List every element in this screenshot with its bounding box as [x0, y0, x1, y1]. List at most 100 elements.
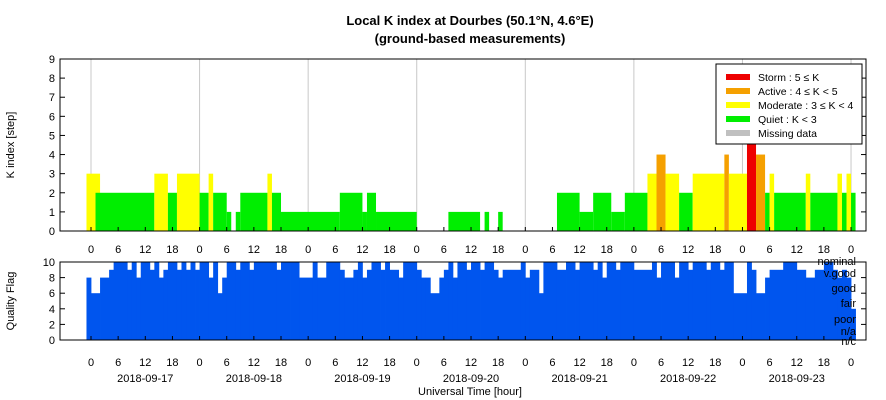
- quality-flag-bar: [398, 277, 404, 340]
- quality-flag-bar: [416, 269, 422, 340]
- k-index-bar: [484, 211, 490, 231]
- k-index-bar: [95, 192, 155, 231]
- quality-flag-label: n/c: [841, 336, 856, 348]
- x-axis-title: Universal Time [hour]: [418, 386, 522, 398]
- quality-flag-bar: [480, 269, 485, 340]
- y-tick-label: 6: [49, 288, 55, 300]
- y-tick-label: 0: [49, 226, 55, 238]
- k-index-bar: [656, 154, 666, 231]
- x-tick-label: 6: [658, 357, 664, 369]
- y-tick-label: 9: [49, 54, 55, 66]
- x-tick-label: 12: [573, 244, 585, 256]
- quality-flag-bar: [113, 262, 128, 340]
- date-label: 2018-09-23: [769, 373, 825, 385]
- quality-flag-bar: [222, 277, 228, 340]
- k-index-bar: [267, 173, 272, 231]
- date-label: 2018-09-19: [334, 373, 390, 385]
- k-index-plot-frame: [59, 58, 867, 232]
- x-tick-label: 6: [441, 357, 447, 369]
- quality-flag-bar: [158, 277, 164, 340]
- k-index-bar: [235, 211, 241, 231]
- quality-flag-plot-frame: [59, 261, 867, 341]
- k-index-bar: [805, 173, 811, 231]
- x-tick-label: 12: [682, 357, 694, 369]
- date-label: 2018-09-22: [660, 373, 716, 385]
- x-tick-label: 0: [88, 244, 94, 256]
- quality-flag-bar: [217, 293, 223, 340]
- x-tick-label: 0: [197, 357, 203, 369]
- y-tick-label: 3: [49, 169, 55, 181]
- quality-flag-bar: [344, 277, 354, 340]
- quality-flag-bar: [814, 269, 825, 340]
- quality-flag-bar: [502, 269, 522, 340]
- quality-flag-bar: [208, 277, 214, 340]
- quality-flag-bar: [281, 262, 291, 340]
- quality-flag-bar: [380, 269, 386, 340]
- k-index-bar: [448, 211, 481, 231]
- quality-flag-bar: [656, 277, 662, 340]
- x-tick-label: 6: [549, 244, 555, 256]
- k-index-bar: [746, 135, 757, 231]
- x-tick-label: 0: [631, 357, 637, 369]
- legend-label: Moderate : 3 ≤ K < 4: [758, 100, 854, 112]
- quality-flag-bar: [235, 269, 241, 340]
- quality-flag-bar: [710, 262, 721, 340]
- quality-flag-bar: [597, 262, 603, 340]
- x-tick-label: 18: [166, 244, 178, 256]
- k-index-bar: [765, 192, 770, 231]
- k-index-bar: [679, 192, 693, 231]
- x-tick-label: 12: [682, 244, 694, 256]
- quality-flag-bar: [167, 262, 178, 340]
- quality-flag-bar: [692, 262, 707, 340]
- x-tick-label: 0: [522, 244, 528, 256]
- x-tick-label: 0: [739, 357, 745, 369]
- quality-flag-bar: [751, 269, 757, 340]
- quality-flag-label: poor: [834, 314, 856, 326]
- quality-flag-bar: [633, 269, 653, 340]
- quality-flag-bar: [846, 277, 852, 340]
- quality-flag-bar: [832, 269, 838, 340]
- x-tick-label: 6: [658, 244, 664, 256]
- k-index-bar: [498, 211, 503, 231]
- legend: Storm : 5 ≤ K Active : 4 ≤ K < 5 Moderate …: [715, 63, 863, 145]
- x-tick-label: 18: [275, 357, 287, 369]
- quality-flag-bar: [783, 262, 798, 340]
- quality-flag-bar: [457, 262, 467, 340]
- k-index-x-ticks: 0 6 12 18 0 6 12 18 0 6 12 18 0 6 12 18 0 6 12 18 0 6 12 18 0 6 12…: [88, 227, 854, 256]
- quality-flag-bar: [719, 269, 725, 340]
- quality-flag-bar: [525, 277, 531, 340]
- quality-flag-bar: [851, 308, 856, 340]
- quality-flag-bar: [661, 262, 675, 340]
- k-index-bar: [665, 173, 680, 231]
- x-tick-label: 0: [414, 244, 420, 256]
- quality-flag-bar: [176, 269, 182, 340]
- x-tick-label: 6: [115, 357, 121, 369]
- quality-flag-bar: [240, 262, 250, 340]
- k-index-bar: [756, 154, 766, 231]
- quality-flag-bar: [452, 277, 458, 340]
- quality-flag-y-ticks: 0 2 4 6 8 10: [43, 257, 866, 347]
- quality-flag-bar: [620, 262, 635, 340]
- quality-flag-label: good: [832, 283, 856, 295]
- x-tick-label: 6: [224, 244, 230, 256]
- x-tick-label: 18: [492, 244, 504, 256]
- x-tick-label: 12: [139, 357, 151, 369]
- x-tick-label: 6: [224, 357, 230, 369]
- quality-flag-bar: [837, 277, 843, 340]
- quality-flag-bar: [186, 269, 191, 340]
- quality-flag-bar: [602, 277, 608, 340]
- quality-flag-bar: [471, 262, 481, 340]
- k-index-y-axis-label: K index [step]: [5, 112, 17, 179]
- quality-flag-bar: [593, 269, 599, 340]
- quality-flag-fill: [86, 262, 856, 340]
- quality-flag-bar: [484, 262, 495, 340]
- k-index-bar: [154, 173, 168, 231]
- quality-flag-bar: [389, 269, 400, 340]
- k-index-bar: [366, 192, 377, 231]
- x-tick-label: 6: [332, 357, 338, 369]
- y-tick-label: 8: [49, 73, 55, 85]
- k-index-bar: [213, 192, 227, 231]
- x-tick-label: 12: [248, 244, 260, 256]
- x-tick-label: 6: [549, 357, 555, 369]
- x-tick-label: 12: [248, 357, 260, 369]
